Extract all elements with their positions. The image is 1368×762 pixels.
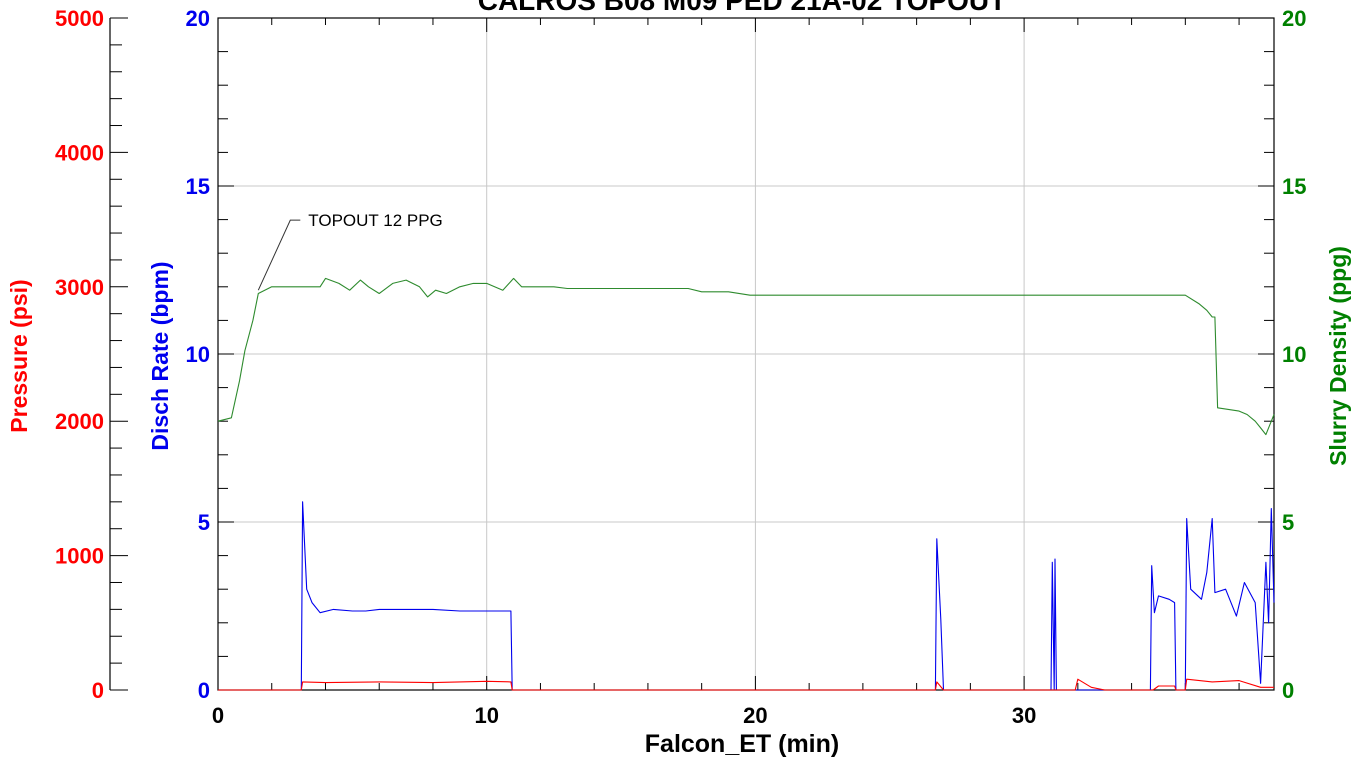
density-series-line: [217, 277, 1275, 436]
pressure-tick-label: 2000: [55, 409, 104, 434]
pressure-tick-label: 3000: [55, 275, 104, 300]
rate-tick-label: 20: [186, 6, 210, 31]
rate-series-line: [218, 501, 1275, 691]
rate-tick-label: 5: [198, 510, 210, 535]
density-tick-label: 15: [1282, 174, 1306, 199]
tick-marks: [110, 17, 1274, 691]
pressure-tick-label: 5000: [55, 6, 104, 31]
series-lines: [217, 277, 1275, 691]
annotation-leader-line: [257, 219, 301, 291]
annotation-group: TOPOUT 12 PPG: [257, 211, 443, 291]
rate-tick-label: 15: [186, 174, 210, 199]
rate-tick-label: 10: [186, 342, 210, 367]
x-tick-label: 30: [1012, 703, 1036, 728]
pressure-tick-label: 4000: [55, 140, 104, 165]
rate-axis-label: Disch Rate (bpm): [147, 261, 173, 450]
chart-title: CALROS B08 M09 PED 21A-02 TOPOUT: [478, 0, 1007, 16]
pressure-series-line: [218, 678, 1274, 691]
annotation-label: TOPOUT 12 PPG: [308, 211, 442, 230]
pressure-axis-label: Pressure (psi): [6, 279, 32, 432]
x-axis-label: Falcon_ET (min): [645, 730, 839, 758]
density-tick-label: 20: [1282, 6, 1306, 31]
density-tick-label: 10: [1282, 342, 1306, 367]
x-tick-label: 20: [743, 703, 767, 728]
x-tick-label: 0: [212, 703, 224, 728]
rate-tick-label: 0: [198, 678, 210, 703]
density-axis-label: Slurry Density (ppg): [1325, 246, 1351, 466]
pressure-tick-label: 0: [92, 678, 104, 703]
density-tick-label: 0: [1282, 678, 1294, 703]
pressure-tick-label: 1000: [55, 544, 104, 569]
grid-lines: [218, 18, 1274, 690]
tick-labels: 0 10 20 30 0 5 10 15 20 0 5 10 15 20 0 1000 2000 3000 4000…: [55, 6, 1306, 728]
density-tick-label: 5: [1282, 510, 1294, 535]
x-tick-label: 10: [474, 703, 498, 728]
